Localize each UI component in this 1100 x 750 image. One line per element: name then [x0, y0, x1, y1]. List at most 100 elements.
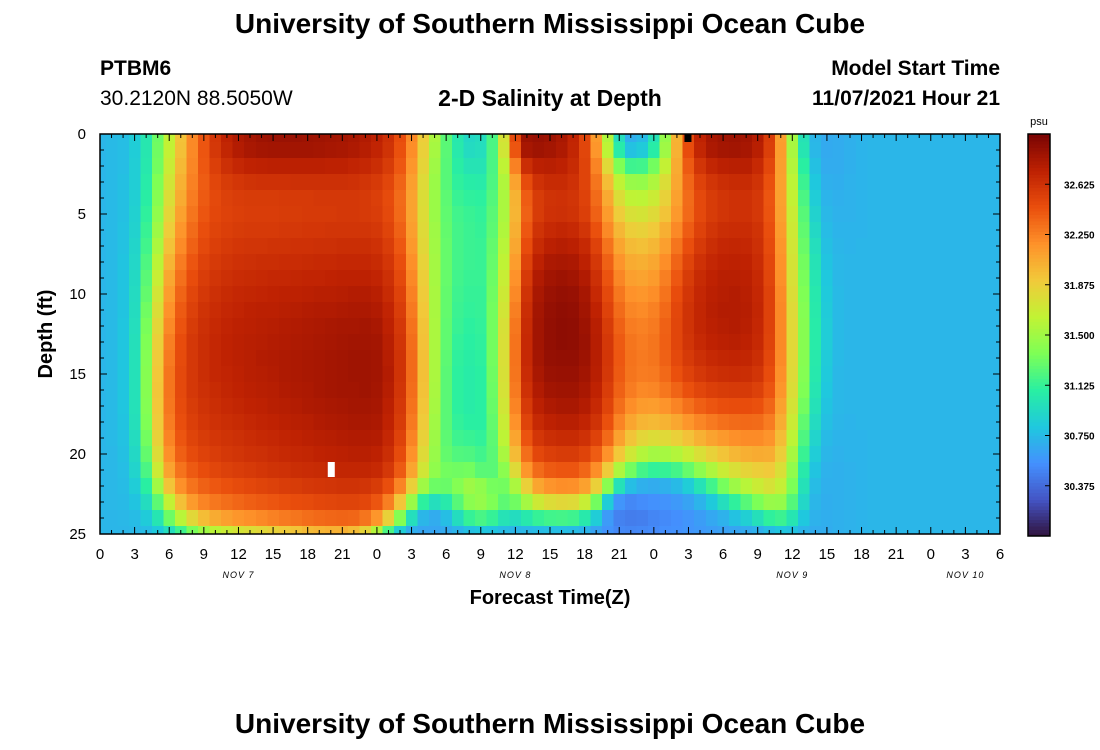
heatmap-cell	[890, 382, 903, 399]
heatmap-cell	[163, 302, 176, 319]
heatmap-cell	[832, 382, 845, 399]
heatmap-cell	[498, 494, 511, 511]
heatmap-cell	[186, 238, 199, 255]
heatmap-cell	[417, 430, 430, 447]
heatmap-cell	[728, 366, 741, 383]
heatmap-cell	[105, 206, 118, 223]
heatmap-cell	[186, 270, 199, 287]
colorbar-segment	[1028, 519, 1050, 524]
heatmap-cell	[428, 350, 441, 367]
heatmap-cell	[740, 238, 753, 255]
colorbar-segment	[1028, 274, 1050, 279]
heatmap-cell	[786, 494, 799, 511]
heatmap-cell	[244, 302, 257, 319]
heatmap-cell	[186, 254, 199, 271]
heatmap-cell	[971, 190, 984, 207]
heatmap-cell	[163, 478, 176, 495]
colorbar-segment	[1028, 405, 1050, 410]
heatmap-cell	[140, 494, 153, 511]
heatmap-cell	[198, 462, 211, 479]
heatmap-cell	[763, 462, 776, 479]
heatmap-cell	[636, 510, 649, 527]
heatmap-cell	[521, 206, 534, 223]
heatmap-cell	[198, 158, 211, 175]
heatmap-cell	[901, 254, 915, 271]
heatmap-cell	[867, 398, 880, 415]
heatmap-cell	[244, 134, 257, 143]
heatmap-cell	[498, 142, 511, 159]
heatmap-cell	[371, 318, 384, 335]
heatmap-cell	[648, 318, 661, 335]
heatmap-cell	[405, 478, 418, 495]
heatmap-cell	[382, 478, 395, 495]
heatmap-cell	[175, 158, 188, 175]
heatmap-cell	[463, 302, 476, 319]
heatmap-cell	[936, 206, 949, 223]
heatmap-cell	[532, 174, 545, 191]
heatmap-cell	[613, 510, 626, 527]
heatmap-cell	[636, 158, 649, 175]
heatmap-cell	[509, 350, 522, 367]
heatmap-cell	[959, 430, 972, 447]
heatmap-cell	[671, 414, 684, 431]
heatmap-cell	[232, 222, 245, 239]
heatmap-cell	[117, 510, 130, 527]
heatmap-cell	[959, 142, 972, 159]
heatmap-cell	[221, 206, 234, 223]
colorbar-segment	[1028, 257, 1050, 262]
heatmap-cell	[440, 462, 453, 479]
heatmap-cell	[728, 414, 741, 431]
heatmap-cell	[544, 286, 557, 303]
heatmap-cell	[313, 302, 326, 319]
heatmap-cell	[936, 318, 949, 335]
heatmap-cell	[463, 174, 476, 191]
heatmap-cell	[613, 286, 626, 303]
heatmap-cell	[798, 158, 811, 175]
heatmap-cell	[186, 446, 199, 463]
heatmap-cell	[751, 494, 765, 511]
heatmap-cell	[775, 190, 788, 207]
heatmap-cell	[359, 206, 372, 223]
heatmap-cell	[705, 430, 718, 447]
heatmap-cell	[301, 222, 315, 239]
heatmap-cell	[601, 158, 615, 175]
heatmap-cell	[821, 238, 834, 255]
heatmap-cell	[728, 302, 741, 319]
heatmap-cell	[336, 206, 349, 223]
heatmap-cell	[786, 142, 799, 159]
colorbar-segment	[1028, 425, 1050, 430]
heatmap-cell	[313, 398, 326, 415]
heatmap-cell	[117, 142, 130, 159]
heatmap-cell	[371, 430, 384, 447]
heatmap-cell	[128, 494, 141, 511]
heatmap-cell	[613, 302, 626, 319]
heatmap-cell	[555, 382, 568, 399]
heatmap-cell	[717, 430, 730, 447]
heatmap-cell	[186, 350, 199, 367]
heatmap-cell	[440, 222, 453, 239]
heatmap-cell	[463, 334, 476, 351]
heatmap-cell	[901, 350, 915, 367]
heatmap-cell	[463, 222, 476, 239]
colorbar-segment	[1028, 408, 1050, 413]
heatmap-cell	[394, 222, 407, 239]
heatmap-cell	[428, 446, 441, 463]
heatmap-cell	[475, 286, 488, 303]
heatmap-cell	[117, 174, 130, 191]
heatmap-cell	[890, 270, 903, 287]
heatmap-cell	[509, 414, 522, 431]
heatmap-cell	[901, 190, 915, 207]
heatmap-cell	[151, 190, 165, 207]
heatmap-cell	[682, 302, 695, 319]
heatmap-cell	[601, 238, 615, 255]
heatmap-cell	[855, 430, 868, 447]
heatmap-cell	[671, 238, 684, 255]
heatmap-cell	[486, 414, 499, 431]
colorbar-tick-label: 30.750	[1064, 432, 1095, 443]
heatmap-cell	[140, 206, 153, 223]
y-tick-label: 20	[69, 446, 86, 463]
heatmap-cell	[451, 302, 465, 319]
heatmap-cell	[486, 478, 499, 495]
colorbar-segment	[1028, 458, 1050, 463]
heatmap-cell	[878, 302, 891, 319]
